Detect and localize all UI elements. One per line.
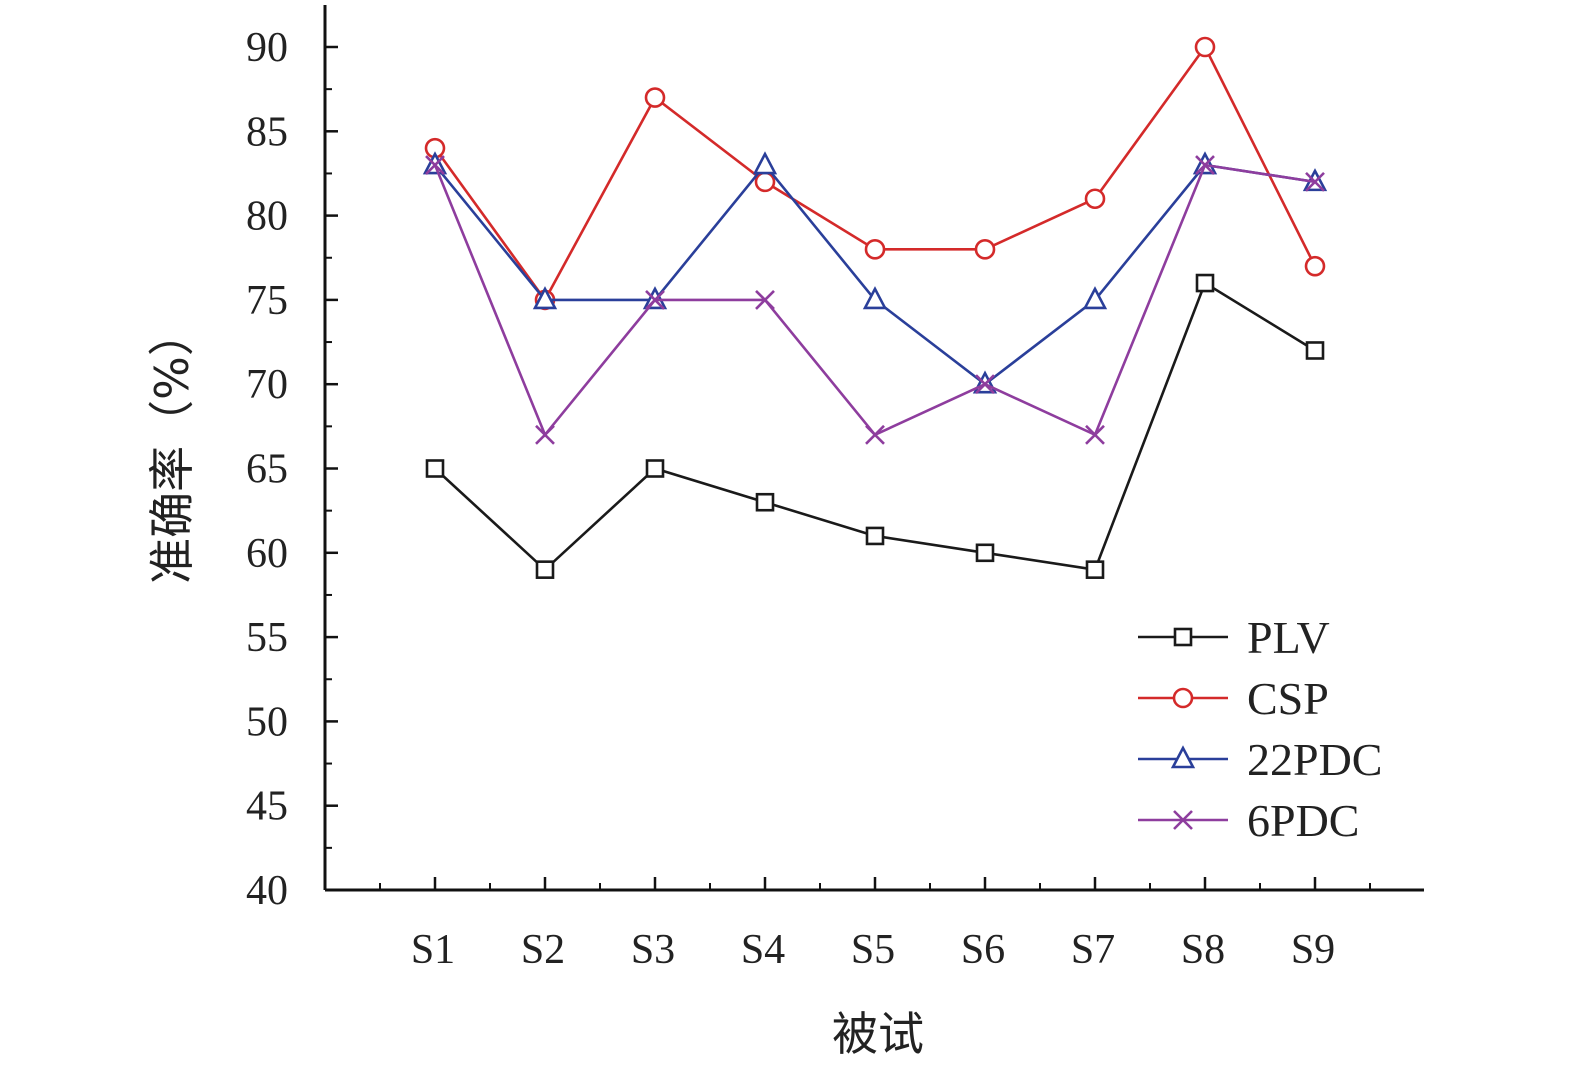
data-point-22pdc <box>752 151 778 175</box>
y-tick-label: 40 <box>246 868 288 914</box>
data-point-6pdc <box>1085 424 1105 445</box>
y-tick-label: 70 <box>246 362 288 408</box>
legend-marker <box>1173 810 1193 830</box>
y-tick-label: 60 <box>246 531 288 577</box>
x-axis-title: 被试 <box>832 1007 924 1061</box>
data-point-plv <box>1195 273 1215 293</box>
data-point-csp <box>974 239 996 260</box>
y-axis-title: 准确率（%） <box>145 310 199 584</box>
data-point-22pdc <box>862 286 888 310</box>
data-point-6pdc <box>865 424 885 445</box>
x-tick-label: S9 <box>1291 927 1335 973</box>
legend-marker <box>1173 627 1193 647</box>
legend-label: 22PDC <box>1247 734 1382 785</box>
data-point-plv <box>865 526 885 546</box>
y-tick-label: 55 <box>246 615 288 661</box>
data-point-plv <box>1085 560 1105 579</box>
data-point-6pdc <box>1195 155 1215 175</box>
data-point-csp <box>864 239 886 260</box>
y-tick-label: 65 <box>246 447 288 493</box>
data-point-6pdc <box>975 374 995 395</box>
data-point-plv <box>755 492 775 512</box>
data-point-6pdc <box>1305 171 1325 192</box>
legend-label: 6PDC <box>1247 795 1359 846</box>
legend-item-22pdc: 22PDC <box>1138 734 1382 785</box>
data-point-6pdc <box>425 155 445 175</box>
data-point-plv <box>425 459 445 478</box>
y-tick-label: 50 <box>246 699 288 745</box>
data-point-plv <box>1305 341 1325 360</box>
x-tick-label: S2 <box>521 927 565 973</box>
legend-item-6pdc: 6PDC <box>1138 795 1359 846</box>
data-point-plv <box>975 543 995 563</box>
y-ticks: 40 45 50 55 60 65 70 75 80 85 90 <box>246 25 338 914</box>
x-tick-label: S5 <box>851 927 895 973</box>
data-point-csp <box>1084 188 1106 210</box>
legend-marker <box>1172 687 1194 709</box>
data-point-csp <box>644 87 666 108</box>
x-tick-label: S1 <box>411 927 455 973</box>
x-ticks: S1 S2 S3 S4 S5 S6 S7 S8 S9 <box>379 877 1371 973</box>
legend-label: PLV <box>1247 612 1330 663</box>
data-point-csp <box>1194 36 1216 58</box>
legend-item-plv: PLV <box>1138 612 1330 663</box>
y-tick-label: 85 <box>246 109 288 155</box>
series-plv <box>425 273 1325 579</box>
data-point-22pdc <box>532 286 558 310</box>
y-tick-label: 75 <box>246 278 288 324</box>
data-point-22pdc <box>1082 286 1108 310</box>
x-tick-label: S8 <box>1181 927 1225 973</box>
legend: PLV CSP 22PDC 6PDC <box>1138 612 1382 846</box>
data-point-6pdc <box>535 424 555 445</box>
data-point-plv <box>535 560 555 579</box>
legend-item-csp: CSP <box>1138 673 1329 724</box>
data-point-plv <box>645 459 665 478</box>
data-point-csp <box>754 171 776 193</box>
data-point-csp <box>1304 255 1326 277</box>
series-line-22pdc <box>433 162 1316 386</box>
plot-area <box>422 36 1328 579</box>
y-tick-label: 90 <box>246 25 288 71</box>
legend-label: CSP <box>1247 673 1329 724</box>
y-tick-label: 80 <box>246 194 288 240</box>
x-tick-label: S7 <box>1071 927 1115 973</box>
x-tick-label: S6 <box>961 927 1005 973</box>
series-line-csp <box>433 44 1317 303</box>
series-csp <box>424 36 1326 311</box>
data-point-6pdc <box>755 289 775 310</box>
y-tick-label: 45 <box>246 784 288 830</box>
x-tick-label: S4 <box>741 927 785 973</box>
data-point-6pdc <box>645 289 665 310</box>
series-6pdc <box>425 155 1325 445</box>
x-tick-label: S3 <box>631 927 675 973</box>
legend-marker <box>1170 745 1196 769</box>
